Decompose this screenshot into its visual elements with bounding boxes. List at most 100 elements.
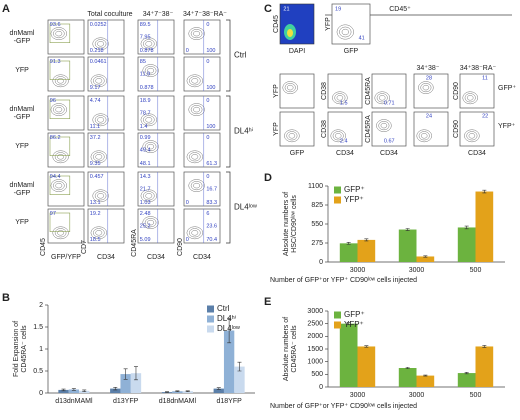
row-label: dnMaml — [10, 182, 35, 189]
x-tick-label: 500 — [470, 392, 482, 399]
gate-value: 86.2 — [50, 135, 61, 141]
contour — [286, 131, 298, 141]
gate-value: 13.1 — [90, 200, 101, 206]
legend-label: GFP⁺ — [344, 185, 365, 194]
contour — [147, 219, 155, 226]
contour — [143, 115, 155, 125]
legend-swatch — [207, 325, 214, 333]
flow-plot — [279, 111, 315, 147]
contour — [422, 84, 430, 91]
gate-value: 0 — [186, 200, 189, 206]
subheader: 34⁺38⁻ — [417, 65, 440, 72]
y-tick-label: 1500 — [307, 346, 323, 353]
axis-label: YFP — [273, 84, 280, 98]
row-label: GFP⁺ — [498, 85, 516, 92]
row-label: YFP — [15, 143, 29, 150]
contour — [380, 122, 388, 129]
contour — [92, 113, 109, 127]
error-bar — [227, 317, 232, 344]
y-axis-label: HSC/CD90ˡᵒʷ cells — [291, 195, 298, 253]
error-bar — [216, 387, 221, 390]
bar — [234, 366, 245, 393]
error-bar — [364, 238, 369, 242]
x-axis-label: Number of GFP⁺or YFP⁺ CD90ˡᵒʷ cells inje… — [270, 403, 417, 410]
bar — [182, 391, 193, 393]
flow-plot — [47, 19, 85, 55]
panel-label: D — [264, 172, 272, 184]
gate-value: 61.3 — [206, 161, 217, 167]
contour — [284, 129, 300, 143]
contour — [468, 133, 476, 139]
error-bar — [133, 366, 138, 381]
row-label: -GFP — [14, 114, 31, 121]
x-tick-label: d13YFP — [113, 398, 139, 405]
bar — [58, 389, 69, 393]
contour — [332, 131, 344, 141]
contour — [144, 142, 157, 152]
y-tick-label: 0.5 — [33, 368, 43, 375]
flow-plot — [137, 95, 175, 131]
gate-value: 0 — [206, 98, 209, 104]
gate — [49, 175, 71, 196]
contour — [94, 191, 107, 201]
error-bar — [113, 386, 118, 391]
contour — [97, 117, 105, 123]
x-axis-label: Number of GFP⁺or YFP⁺ CD90ˡᵒʷ cells inje… — [270, 277, 417, 284]
gate-value: 24 — [426, 114, 432, 120]
gate-value: 83.3 — [206, 200, 217, 206]
contour — [286, 84, 294, 91]
gate-value: 4.74 — [90, 98, 101, 104]
contour — [55, 30, 63, 37]
x-tick-label: 500 — [470, 267, 482, 274]
contour — [466, 95, 474, 101]
flow-plot — [87, 56, 125, 92]
contour — [93, 228, 105, 238]
contour — [144, 218, 157, 228]
contour — [143, 191, 155, 201]
contour — [341, 28, 349, 36]
gate-value: 93.6 — [50, 22, 61, 28]
gate-value: 100 — [206, 85, 215, 91]
y-tick-label: 550 — [311, 221, 323, 228]
gate-value: 18.5 — [90, 237, 101, 243]
y-tick-label: 825 — [311, 202, 323, 209]
contour — [288, 133, 296, 139]
gate — [49, 99, 71, 120]
bar — [398, 229, 417, 262]
contour — [57, 154, 65, 160]
contour — [57, 230, 65, 236]
axis-label: CD7 — [81, 240, 88, 254]
axis-label: CD45 — [40, 238, 47, 256]
error-bar — [464, 225, 469, 230]
gate-value: 41 — [359, 35, 365, 41]
panel-label: E — [264, 296, 271, 308]
axis-label: DAPI — [289, 48, 305, 55]
error-bar — [423, 374, 428, 377]
flow-plot — [47, 95, 85, 131]
contour — [90, 74, 107, 88]
contour — [53, 29, 65, 39]
contour — [90, 150, 107, 164]
contour — [186, 226, 203, 240]
gate-value: 100 — [206, 124, 215, 130]
error-bar — [123, 368, 128, 380]
column-header: Total coculture — [87, 11, 132, 18]
column-header: 34⁺7⁻38⁻ — [143, 11, 174, 18]
header: CD45⁺ — [389, 6, 411, 13]
legend-label: YFP⁺ — [344, 195, 364, 204]
gate-value: 11.1 — [90, 124, 100, 130]
bar — [398, 368, 417, 387]
x-tick-label: 3000 — [350, 267, 366, 274]
contour — [50, 27, 67, 40]
bar — [475, 346, 494, 387]
contour — [193, 30, 201, 37]
flow-plot — [371, 73, 407, 109]
contour — [52, 74, 69, 88]
x-tick-label: 3000 — [350, 392, 366, 399]
gate-value: 28 — [426, 76, 432, 82]
axis-label: CD38 — [321, 82, 328, 100]
flow-plot — [137, 19, 175, 55]
flow-plot — [183, 208, 221, 244]
row-label: dnMaml — [10, 106, 35, 113]
gate-value: 2.48 — [140, 211, 151, 217]
